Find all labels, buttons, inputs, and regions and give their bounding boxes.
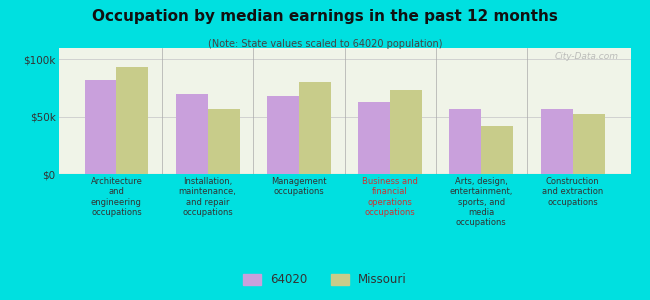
Bar	[299, 82, 331, 174]
Bar	[573, 114, 604, 174]
Bar	[358, 102, 390, 174]
Text: City-Data.com: City-Data.com	[555, 52, 619, 61]
Bar	[176, 94, 207, 174]
Bar	[116, 68, 148, 174]
Bar	[390, 90, 422, 174]
Bar	[267, 96, 299, 174]
Bar	[541, 109, 573, 174]
Bar	[482, 126, 514, 174]
Bar	[449, 109, 482, 174]
Bar	[207, 109, 240, 174]
Bar	[84, 80, 116, 174]
Legend: 64020, Missouri: 64020, Missouri	[239, 269, 411, 291]
Text: (Note: State values scaled to 64020 population): (Note: State values scaled to 64020 popu…	[208, 39, 442, 49]
Text: Occupation by median earnings in the past 12 months: Occupation by median earnings in the pas…	[92, 9, 558, 24]
